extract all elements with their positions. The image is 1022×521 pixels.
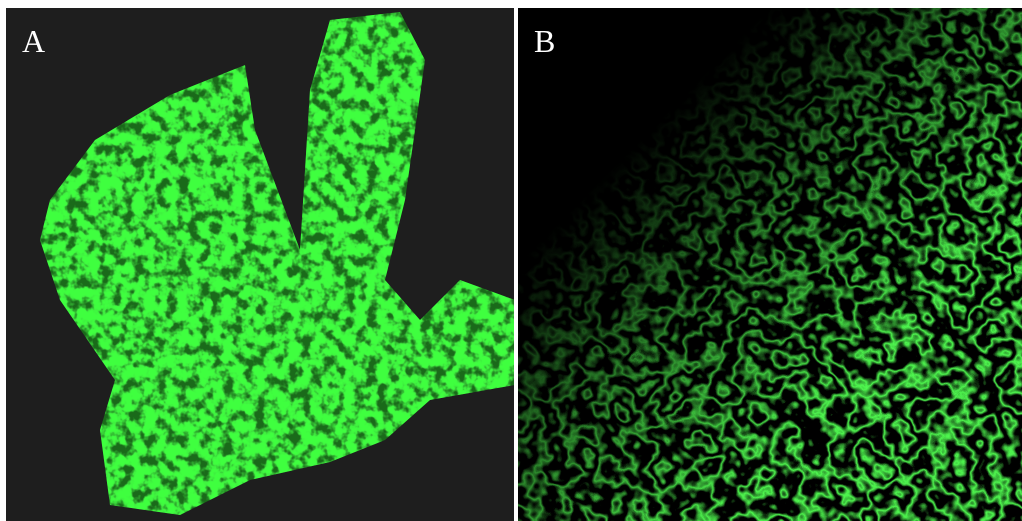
- panel-b-image: [518, 8, 1022, 521]
- fiber-network: [518, 8, 1022, 521]
- figure: A B: [0, 0, 1022, 521]
- panel-label: A: [22, 23, 45, 59]
- page: A B (() => { const data = JSON.parse(doc…: [0, 0, 1022, 521]
- panel-label: B: [534, 23, 555, 59]
- panel-a-image: [6, 8, 514, 521]
